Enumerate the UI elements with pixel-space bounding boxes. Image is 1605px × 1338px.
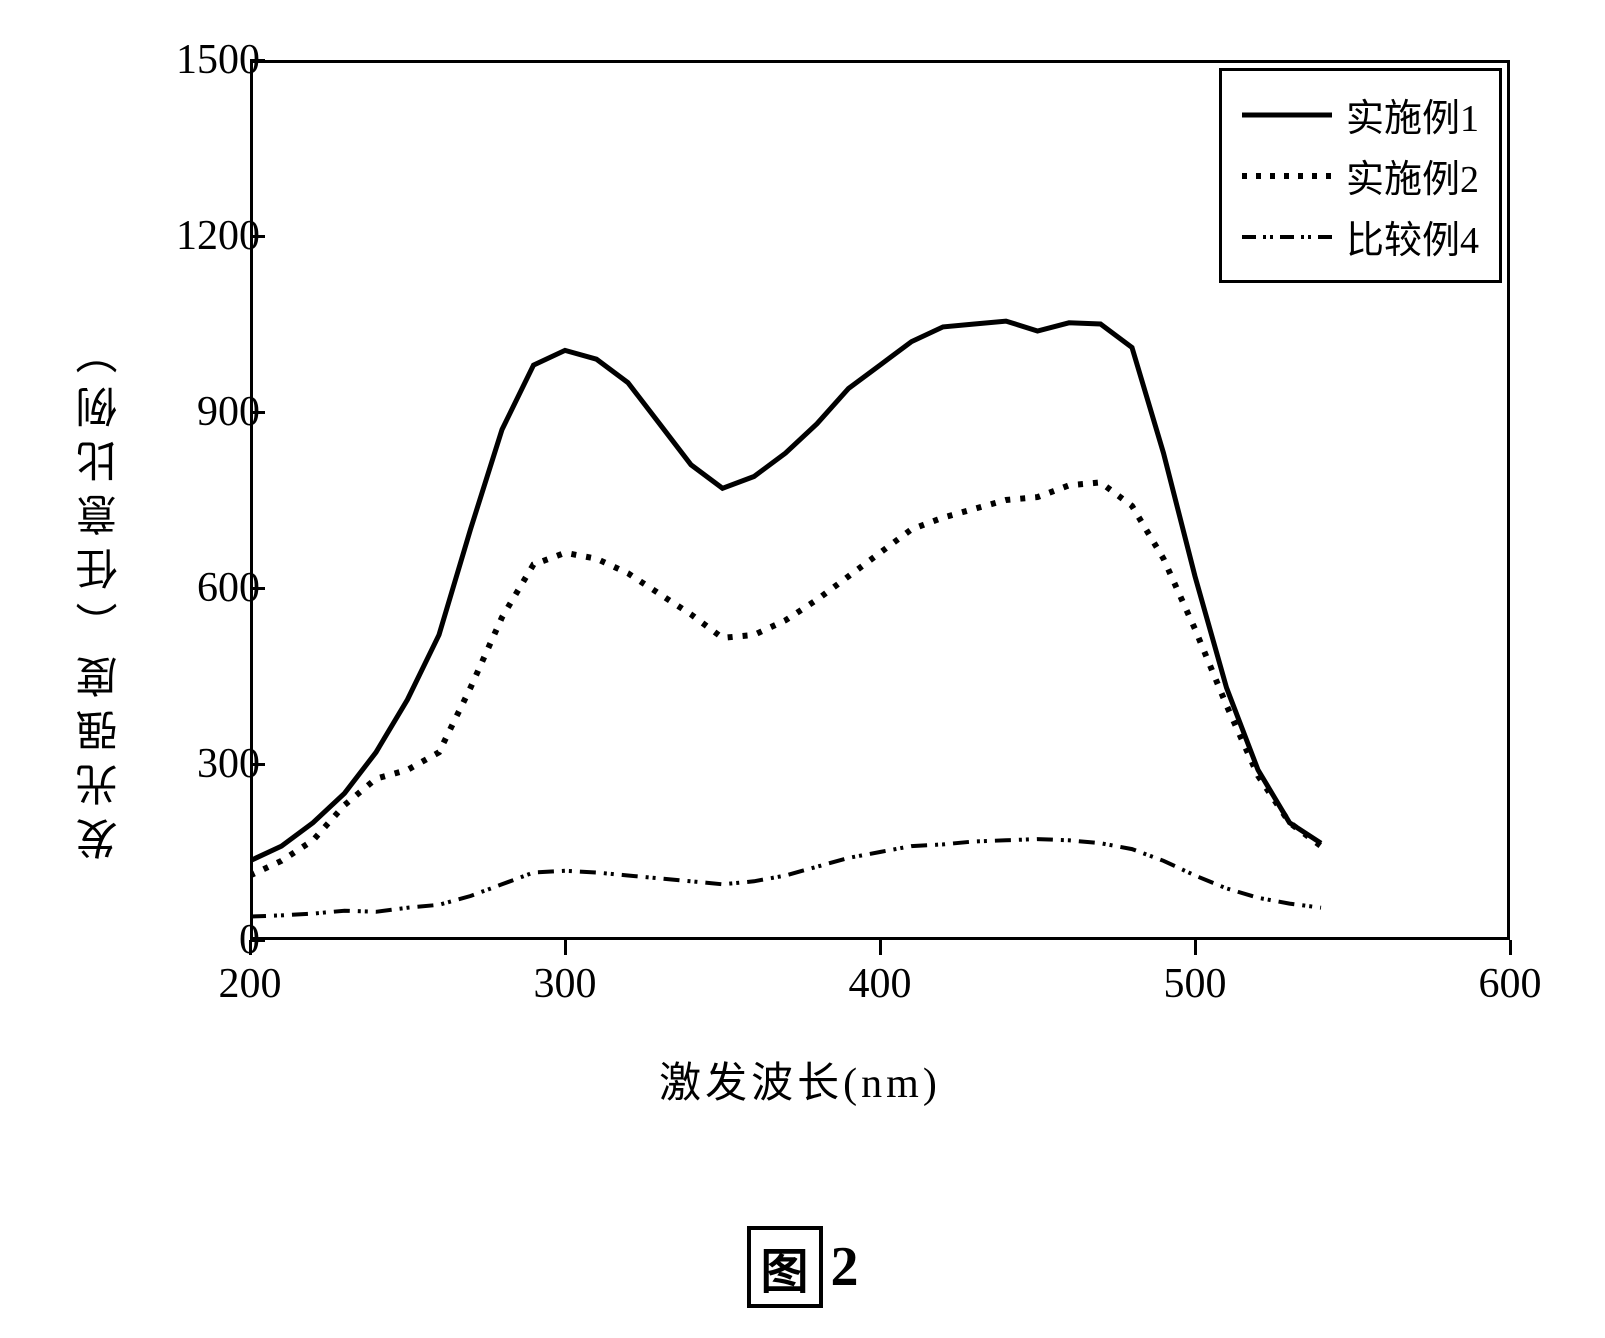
chart-container: 发光强度（任意比例） 实施例1 实施例2 比较例4	[60, 40, 1540, 1140]
figure-caption: 图 2	[746, 1226, 858, 1308]
x-tick-label: 400	[830, 960, 930, 1008]
y-tick-mark	[250, 939, 265, 942]
x-tick-mark	[1509, 940, 1512, 955]
y-tick-label: 300	[140, 740, 260, 788]
x-tick-mark	[1194, 940, 1197, 955]
caption-prefix: 图	[746, 1226, 822, 1308]
x-tick-mark	[879, 940, 882, 955]
y-tick-mark	[250, 59, 265, 62]
y-tick-label: 600	[140, 564, 260, 612]
series-line	[250, 321, 1321, 861]
y-tick-mark	[250, 235, 265, 238]
y-tick-mark	[250, 763, 265, 766]
y-tick-label: 1200	[140, 212, 260, 260]
x-axis-label: 激发波长(nm)	[659, 1049, 941, 1110]
x-tick-label: 500	[1145, 960, 1245, 1008]
chart-svg	[250, 60, 1510, 940]
y-axis-label: 发光强度（任意比例）	[70, 320, 131, 860]
y-tick-mark	[250, 587, 265, 590]
x-tick-label: 200	[200, 960, 300, 1008]
series-line	[250, 839, 1321, 916]
series-line	[250, 482, 1321, 875]
y-tick-label: 1500	[140, 36, 260, 84]
x-tick-label: 300	[515, 960, 615, 1008]
caption-number: 2	[831, 1235, 859, 1299]
x-tick-mark	[249, 940, 252, 955]
y-tick-label: 900	[140, 388, 260, 436]
y-tick-mark	[250, 411, 265, 414]
x-tick-label: 600	[1460, 960, 1560, 1008]
x-tick-mark	[564, 940, 567, 955]
y-tick-label: 0	[140, 916, 260, 964]
